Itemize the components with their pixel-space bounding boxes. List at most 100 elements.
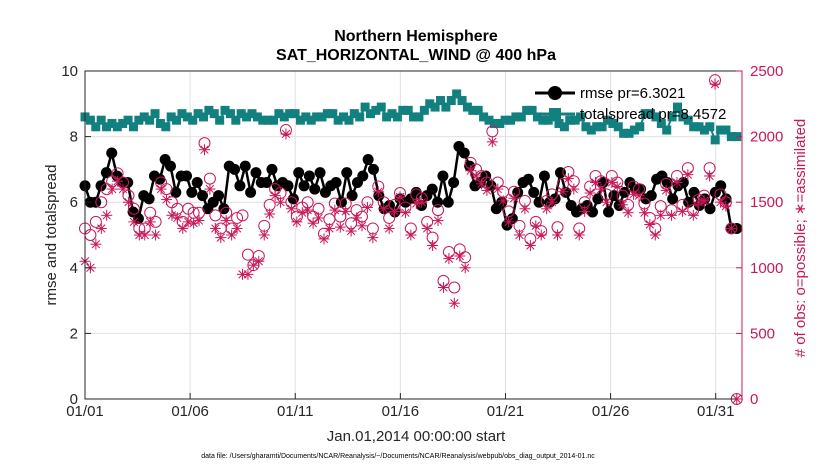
totalspread-point: [328, 109, 338, 119]
rmse-point: [533, 196, 545, 208]
totalspread-point: [215, 115, 225, 125]
totalspread-point: [592, 122, 602, 132]
assimilated-obs-point: [671, 177, 683, 189]
assimilated-obs-point: [101, 209, 113, 221]
assimilated-obs-point: [503, 216, 515, 228]
assimilated-obs-point: [660, 184, 672, 196]
assimilated-obs-point: [318, 233, 330, 245]
assimilated-obs-point: [622, 207, 634, 219]
asterisk-stroke: [325, 224, 334, 233]
y-tick-label: 2: [70, 325, 78, 342]
totalspread-point: [516, 112, 526, 122]
totalspread-point: [667, 112, 677, 122]
legend-rmse-marker: [548, 86, 562, 100]
asterisk-stroke: [482, 186, 492, 195]
asterisk-stroke: [602, 197, 611, 207]
totalspread-point: [716, 125, 726, 135]
totalspread-point: [355, 112, 365, 122]
totalspread-point: [220, 105, 230, 115]
totalspread-point: [123, 115, 133, 125]
assimilated-obs-point: [421, 222, 433, 234]
totalspread-point: [134, 115, 144, 125]
totalspread-point: [635, 122, 645, 132]
rmse-point: [164, 160, 176, 172]
x-tick-label: 01/11: [277, 403, 313, 420]
assimilated-obs-point: [416, 196, 428, 208]
data-file-footnote: data file: /Users/gharamti/Documents/NCA…: [201, 453, 595, 460]
asterisk-stroke: [384, 224, 394, 233]
totalspread-point: [409, 112, 419, 122]
assimilated-obs-point: [285, 203, 297, 215]
totalspread-point: [441, 102, 451, 112]
asterisk-stroke: [477, 179, 486, 189]
asterisk-stroke: [173, 213, 182, 223]
rmse-point: [367, 163, 379, 175]
totalspread-point: [435, 96, 445, 106]
assimilated-obs-point: [291, 216, 303, 228]
asterisk-stroke: [276, 197, 285, 207]
asterisk-stroke: [471, 171, 481, 181]
y-axis-right: 0 500 1000 1500 2000 2500: [736, 63, 783, 408]
assimilated-obs-point: [649, 229, 661, 241]
assimilated-obs-point: [546, 196, 558, 208]
asterisk-stroke: [727, 224, 736, 233]
asterisk-stroke: [683, 170, 693, 179]
assimilated-obs-point: [280, 128, 292, 140]
assimilated-obs-point: [524, 239, 536, 251]
assimilated-obs-point: [160, 194, 172, 206]
rmse-point: [362, 154, 374, 166]
totalspread-point: [699, 125, 709, 135]
asterisk-stroke: [466, 166, 475, 175]
assimilated-obs-point: [638, 207, 650, 219]
totalspread-point: [91, 122, 101, 132]
assimilated-obs-point: [611, 180, 623, 192]
asterisk-stroke: [319, 234, 329, 244]
assimilated-obs-point: [448, 297, 460, 309]
rmse-series: [79, 140, 743, 234]
asterisk-stroke: [585, 188, 595, 198]
totalspread-point: [317, 112, 327, 122]
totalspread-point: [236, 109, 246, 119]
asterisk-stroke: [368, 233, 378, 242]
assimilated-obs-point: [383, 222, 395, 234]
y-right-tick-label: 500: [750, 325, 775, 342]
totalspread-point: [392, 112, 402, 122]
y-axis-label: rmse and totalspread: [43, 165, 60, 306]
totalspread-point: [554, 118, 564, 128]
asterisk-stroke: [336, 222, 345, 232]
grid: [84, 70, 742, 400]
rmse-point: [357, 170, 369, 182]
rmse-point: [95, 180, 107, 192]
asterisk-stroke: [232, 224, 242, 233]
totalspread-point: [344, 115, 354, 125]
totalspread-series: [80, 89, 742, 145]
asterisk-stroke: [270, 191, 280, 200]
totalspread-point: [193, 109, 203, 119]
totalspread-point: [500, 115, 510, 125]
asterisk-stroke: [222, 216, 231, 225]
rmse-point: [587, 206, 599, 218]
totalspread-point: [182, 112, 192, 122]
rmse-point: [645, 190, 657, 202]
rmse-point: [293, 167, 305, 179]
assimilated-obs-point: [193, 215, 205, 227]
totalspread-point: [484, 115, 494, 125]
assimilated-obs-point: [90, 238, 102, 250]
assimilated-obs-point: [432, 215, 444, 227]
assimilated-obs-point: [242, 268, 254, 280]
totalspread-point: [608, 118, 618, 128]
totalspread-point: [473, 105, 483, 115]
asterisk-stroke: [97, 224, 106, 233]
assimilated-obs-point: [106, 183, 118, 195]
legend-spread-marker: [549, 108, 561, 120]
assimilated-obs-point: [562, 173, 574, 185]
asterisk-stroke: [102, 211, 111, 220]
asterisk-stroke: [547, 197, 557, 207]
totalspread-point: [312, 112, 322, 122]
rmse-point: [608, 190, 620, 202]
assimilated-obs-point: [302, 204, 314, 216]
totalspread-point: [360, 102, 370, 112]
rmse-point: [437, 170, 449, 182]
assimilated-obs-point: [427, 239, 439, 251]
asterisk-stroke: [167, 211, 177, 220]
